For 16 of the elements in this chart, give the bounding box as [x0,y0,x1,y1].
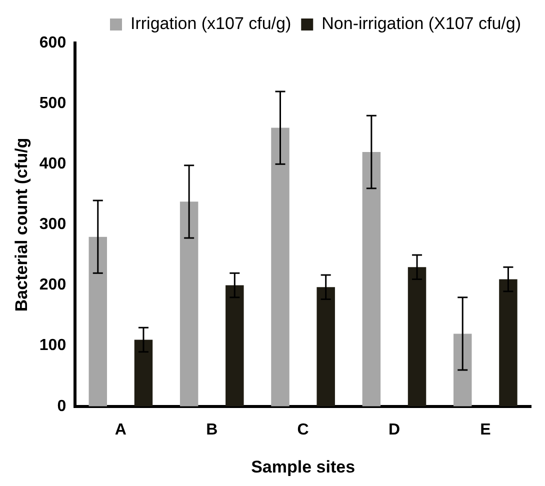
x-axis-title: Sample sites [251,457,356,476]
y-tick-label: 200 [39,276,66,294]
y-tick-label: 0 [57,398,66,415]
x-tick-label: A [114,421,127,438]
y-tick-label: 600 [39,34,66,52]
x-tick-label: B [206,421,218,438]
y-axis-title: Bacterial count (cfu/g [12,138,31,312]
y-tick-label: 400 [39,156,66,173]
x-tick-label: D [388,421,400,438]
y-tick-label: 100 [39,337,66,354]
x-tick-label: C [297,421,310,438]
x-tick-label: E [480,421,492,438]
y-tick-label: 300 [39,216,66,234]
legend-label: Non-irrigation (X107 cfu/g) [322,14,522,34]
y-tick-label: 500 [39,94,66,112]
legend-label: Irrigation (x107 cfu/g) [130,14,292,34]
